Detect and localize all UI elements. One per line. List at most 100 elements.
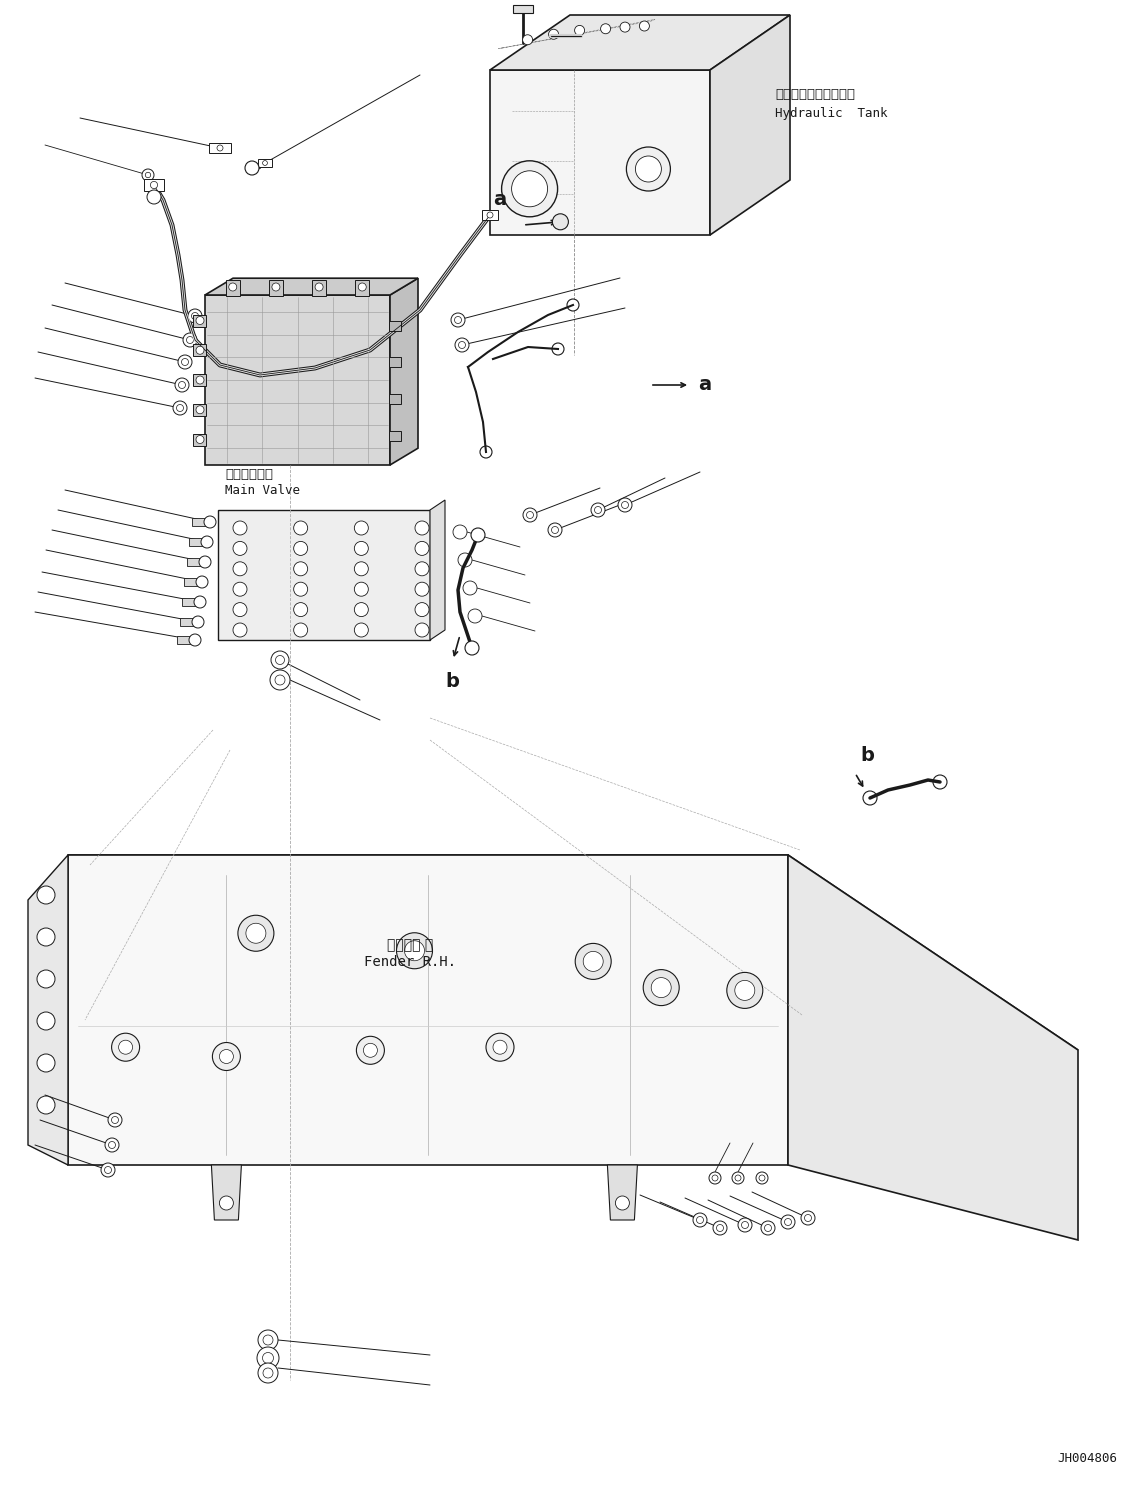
Circle shape xyxy=(358,283,366,291)
Circle shape xyxy=(465,641,479,656)
Circle shape xyxy=(275,675,285,685)
Bar xyxy=(209,143,231,153)
Circle shape xyxy=(233,522,247,535)
Circle shape xyxy=(626,148,671,191)
Circle shape xyxy=(192,615,204,627)
Circle shape xyxy=(293,583,308,596)
Bar xyxy=(193,404,206,416)
Circle shape xyxy=(293,623,308,638)
Circle shape xyxy=(415,583,429,596)
Circle shape xyxy=(781,1214,795,1229)
Circle shape xyxy=(548,30,558,39)
Bar xyxy=(355,280,370,297)
Text: JH004806: JH004806 xyxy=(1057,1451,1117,1465)
Circle shape xyxy=(233,623,247,638)
Circle shape xyxy=(863,791,877,805)
Bar xyxy=(513,4,533,12)
Circle shape xyxy=(487,212,493,218)
Circle shape xyxy=(176,404,183,411)
Circle shape xyxy=(615,1196,630,1210)
Polygon shape xyxy=(68,855,788,1165)
Circle shape xyxy=(738,1217,752,1232)
Circle shape xyxy=(652,977,671,998)
Circle shape xyxy=(756,1173,767,1185)
Text: Hydraulic  Tank: Hydraulic Tank xyxy=(775,106,888,119)
Circle shape xyxy=(761,1220,775,1235)
Circle shape xyxy=(258,1363,279,1383)
Circle shape xyxy=(697,1216,704,1223)
Circle shape xyxy=(567,299,579,311)
Circle shape xyxy=(196,346,204,355)
Circle shape xyxy=(619,498,632,513)
Circle shape xyxy=(196,577,208,589)
Circle shape xyxy=(201,536,213,548)
Circle shape xyxy=(257,1347,279,1369)
Circle shape xyxy=(105,1138,119,1152)
Polygon shape xyxy=(211,1165,241,1220)
Circle shape xyxy=(709,1173,721,1185)
Text: b: b xyxy=(445,672,459,691)
Bar xyxy=(180,618,198,626)
Circle shape xyxy=(146,173,151,177)
Circle shape xyxy=(355,522,368,535)
Bar xyxy=(389,320,401,331)
Text: メインバルブ: メインバルブ xyxy=(225,468,273,481)
Polygon shape xyxy=(68,855,1078,1050)
Circle shape xyxy=(512,171,548,207)
Circle shape xyxy=(196,405,204,414)
Circle shape xyxy=(355,602,368,617)
Circle shape xyxy=(485,1033,514,1061)
Circle shape xyxy=(258,1331,279,1350)
Circle shape xyxy=(713,1220,727,1235)
Bar xyxy=(389,431,401,441)
Circle shape xyxy=(150,182,158,189)
Bar xyxy=(258,159,272,167)
Bar xyxy=(389,395,401,404)
Circle shape xyxy=(108,1113,122,1126)
Polygon shape xyxy=(390,279,418,465)
Circle shape xyxy=(315,283,323,291)
Circle shape xyxy=(188,308,202,323)
Circle shape xyxy=(293,522,308,535)
Circle shape xyxy=(480,446,492,457)
Circle shape xyxy=(293,602,308,617)
Polygon shape xyxy=(490,70,709,235)
Bar xyxy=(193,314,206,326)
Bar xyxy=(389,358,401,368)
Circle shape xyxy=(636,156,662,182)
Circle shape xyxy=(38,887,55,904)
Bar xyxy=(186,557,205,566)
Circle shape xyxy=(196,316,204,325)
Circle shape xyxy=(785,1219,791,1225)
Circle shape xyxy=(179,381,185,389)
Text: Main Valve: Main Valve xyxy=(225,484,300,498)
Bar xyxy=(193,434,206,446)
Circle shape xyxy=(194,596,206,608)
Circle shape xyxy=(105,1167,111,1174)
Circle shape xyxy=(38,1012,55,1030)
Circle shape xyxy=(523,508,537,522)
Polygon shape xyxy=(490,15,790,70)
Circle shape xyxy=(229,283,236,291)
Circle shape xyxy=(644,970,679,1006)
Circle shape xyxy=(189,635,201,647)
Circle shape xyxy=(415,522,429,535)
Text: Fender R.H.: Fender R.H. xyxy=(364,955,456,968)
Bar xyxy=(192,519,210,526)
Circle shape xyxy=(764,1225,772,1232)
Circle shape xyxy=(238,915,274,951)
Circle shape xyxy=(415,602,429,617)
Polygon shape xyxy=(430,501,445,641)
Circle shape xyxy=(595,507,601,514)
Circle shape xyxy=(622,502,629,508)
Circle shape xyxy=(233,562,247,575)
Circle shape xyxy=(468,609,482,623)
Circle shape xyxy=(471,527,485,542)
Bar xyxy=(189,538,207,545)
Circle shape xyxy=(233,541,247,556)
Circle shape xyxy=(355,583,368,596)
Circle shape xyxy=(735,1176,741,1182)
Circle shape xyxy=(233,583,247,596)
Circle shape xyxy=(355,623,368,638)
Bar xyxy=(193,344,206,356)
